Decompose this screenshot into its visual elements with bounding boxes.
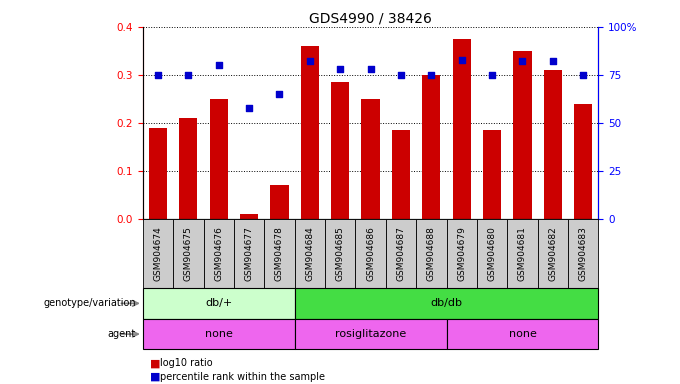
Text: GSM904676: GSM904676: [214, 226, 223, 281]
Bar: [180, 118, 197, 219]
Point: [152, 72, 163, 78]
Bar: [325, 219, 356, 288]
Text: rosiglitazone: rosiglitazone: [335, 329, 406, 339]
Point: [487, 72, 498, 78]
Text: GSM904684: GSM904684: [305, 226, 314, 281]
Point: [517, 58, 528, 65]
Title: GDS4990 / 38426: GDS4990 / 38426: [309, 12, 432, 26]
Bar: [301, 46, 319, 219]
Bar: [513, 51, 532, 219]
Point: [214, 62, 224, 68]
Text: GSM904680: GSM904680: [488, 226, 496, 281]
Text: agent: agent: [107, 329, 136, 339]
Bar: [173, 219, 203, 288]
Point: [305, 58, 316, 65]
Text: GSM904687: GSM904687: [396, 226, 405, 281]
Point: [274, 91, 285, 97]
Point: [243, 104, 254, 111]
Bar: [356, 219, 386, 288]
Point: [426, 72, 437, 78]
Text: GSM904685: GSM904685: [336, 226, 345, 281]
Text: GSM904677: GSM904677: [245, 226, 254, 281]
Bar: [294, 219, 325, 288]
Point: [365, 66, 376, 72]
Bar: [209, 99, 228, 219]
Bar: [568, 219, 598, 288]
Bar: [143, 288, 294, 319]
Bar: [265, 219, 294, 288]
Text: db/db: db/db: [430, 298, 462, 308]
Text: genotype/variation: genotype/variation: [44, 298, 136, 308]
Text: db/+: db/+: [205, 298, 233, 308]
Bar: [447, 219, 477, 288]
Text: GSM904678: GSM904678: [275, 226, 284, 281]
Bar: [143, 319, 294, 349]
Bar: [416, 219, 447, 288]
Bar: [331, 82, 350, 219]
Text: log10 ratio: log10 ratio: [160, 358, 212, 368]
Point: [456, 56, 467, 63]
Bar: [234, 219, 265, 288]
Text: ■: ■: [150, 358, 160, 368]
Text: GSM904681: GSM904681: [518, 226, 527, 281]
Text: GSM904688: GSM904688: [427, 226, 436, 281]
Bar: [544, 70, 562, 219]
Point: [335, 66, 345, 72]
Bar: [149, 127, 167, 219]
Text: GSM904686: GSM904686: [366, 226, 375, 281]
Text: percentile rank within the sample: percentile rank within the sample: [160, 372, 325, 382]
Text: ■: ■: [150, 372, 160, 382]
Text: GSM904674: GSM904674: [154, 226, 163, 281]
Bar: [447, 319, 598, 349]
Point: [183, 72, 194, 78]
Bar: [574, 104, 592, 219]
Text: GSM904679: GSM904679: [457, 226, 466, 281]
Bar: [453, 39, 471, 219]
Bar: [386, 219, 416, 288]
Text: GSM904675: GSM904675: [184, 226, 193, 281]
Text: none: none: [205, 329, 233, 339]
Bar: [362, 99, 379, 219]
Bar: [477, 219, 507, 288]
Bar: [483, 130, 501, 219]
Bar: [143, 219, 173, 288]
Point: [547, 58, 558, 65]
Bar: [294, 319, 447, 349]
Point: [578, 72, 589, 78]
Bar: [271, 185, 288, 219]
Bar: [422, 75, 441, 219]
Text: none: none: [509, 329, 537, 339]
Point: [396, 72, 407, 78]
Bar: [203, 219, 234, 288]
Bar: [507, 219, 538, 288]
Text: GSM904682: GSM904682: [548, 226, 558, 281]
Bar: [392, 130, 410, 219]
Bar: [538, 219, 568, 288]
Bar: [294, 288, 598, 319]
Bar: [240, 214, 258, 219]
Text: GSM904683: GSM904683: [579, 226, 588, 281]
